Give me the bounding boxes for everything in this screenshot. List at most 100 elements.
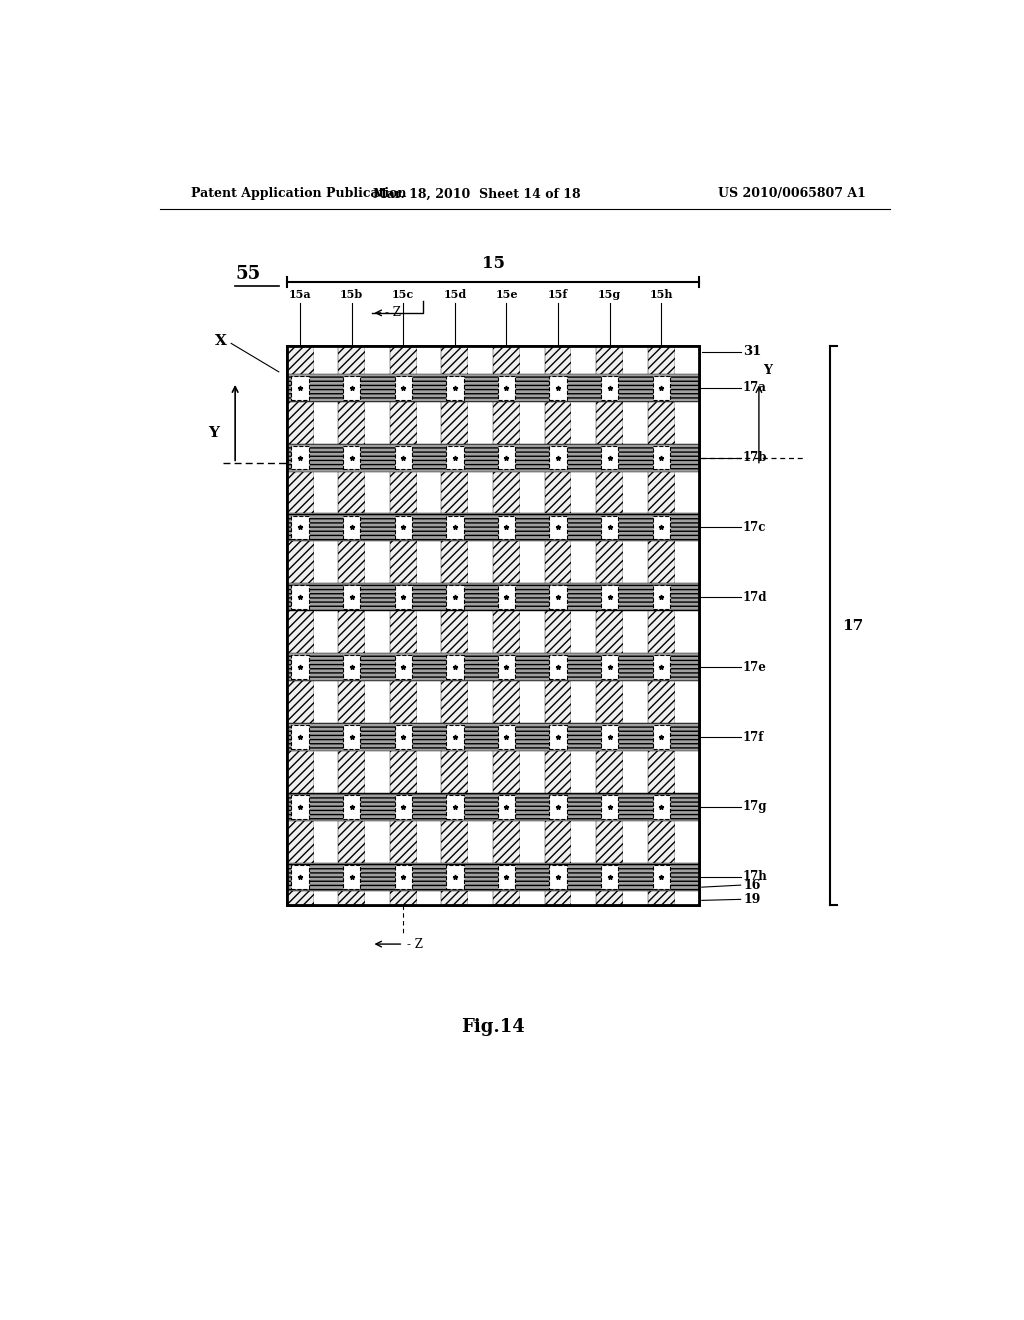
Bar <box>394 865 412 888</box>
Bar <box>601 376 618 400</box>
Bar <box>287 653 699 681</box>
Bar <box>601 516 618 540</box>
Bar <box>394 655 412 678</box>
Bar <box>343 446 360 470</box>
Bar <box>446 446 464 470</box>
Bar <box>498 865 515 888</box>
Text: 15e: 15e <box>496 289 518 300</box>
Bar <box>287 346 699 906</box>
Bar <box>343 655 360 678</box>
Bar <box>571 346 596 906</box>
Bar <box>390 346 417 906</box>
Text: Y: Y <box>763 364 772 378</box>
Bar <box>601 446 618 470</box>
Text: 17e: 17e <box>743 661 767 673</box>
Bar <box>446 655 464 678</box>
Text: 17b: 17b <box>743 451 768 465</box>
Text: 15c: 15c <box>392 289 415 300</box>
Bar <box>601 725 618 748</box>
Bar <box>498 376 515 400</box>
Bar <box>601 585 618 609</box>
Text: - Z: - Z <box>408 937 423 950</box>
Bar <box>394 516 412 540</box>
Bar <box>498 655 515 678</box>
Bar <box>498 516 515 540</box>
Bar <box>292 725 309 748</box>
Bar <box>446 865 464 888</box>
Text: 17: 17 <box>842 619 863 634</box>
Bar <box>343 376 360 400</box>
Bar <box>652 725 670 748</box>
Bar <box>549 725 566 748</box>
Bar <box>343 725 360 748</box>
Bar <box>601 655 618 678</box>
Bar <box>494 346 520 906</box>
Text: 17a: 17a <box>743 381 767 395</box>
Text: 15b: 15b <box>340 289 364 300</box>
Bar <box>648 346 675 906</box>
Text: 31: 31 <box>743 345 762 358</box>
Bar <box>292 585 309 609</box>
Bar <box>520 346 545 906</box>
Bar <box>343 585 360 609</box>
Text: 16: 16 <box>743 879 761 891</box>
Text: 15f: 15f <box>548 289 568 300</box>
Bar <box>549 655 566 678</box>
Bar <box>287 444 699 471</box>
Text: 15a: 15a <box>289 289 311 300</box>
Bar <box>549 865 566 888</box>
Text: Fig.14: Fig.14 <box>461 1019 525 1036</box>
Bar <box>287 513 699 541</box>
Bar <box>652 376 670 400</box>
Bar <box>545 346 571 906</box>
Bar <box>287 723 699 751</box>
Bar <box>549 795 566 818</box>
Text: 15h: 15h <box>649 289 673 300</box>
Text: 15d: 15d <box>443 289 467 300</box>
Bar <box>468 346 494 906</box>
Bar <box>446 725 464 748</box>
Bar <box>343 865 360 888</box>
Text: US 2010/0065807 A1: US 2010/0065807 A1 <box>718 187 866 201</box>
Bar <box>394 585 412 609</box>
Bar <box>394 376 412 400</box>
Bar <box>498 585 515 609</box>
Bar <box>292 516 309 540</box>
Text: 17h: 17h <box>743 870 768 883</box>
Bar <box>292 655 309 678</box>
Bar <box>446 585 464 609</box>
Bar <box>446 795 464 818</box>
Bar <box>549 446 566 470</box>
Bar <box>652 655 670 678</box>
Bar <box>292 865 309 888</box>
Text: X: X <box>215 334 227 348</box>
Bar <box>446 516 464 540</box>
Text: 17g: 17g <box>743 800 768 813</box>
Bar <box>623 346 648 906</box>
Bar <box>287 374 699 401</box>
Text: 17c: 17c <box>743 521 766 533</box>
Bar <box>287 793 699 821</box>
Bar <box>652 795 670 818</box>
Bar <box>417 346 441 906</box>
Bar <box>446 376 464 400</box>
Text: 19: 19 <box>743 892 761 906</box>
Bar <box>596 346 623 906</box>
Bar <box>338 346 366 906</box>
Bar <box>549 585 566 609</box>
Bar <box>675 346 699 906</box>
Bar <box>601 865 618 888</box>
Bar <box>652 865 670 888</box>
Text: 15g: 15g <box>598 289 622 300</box>
Text: 17f: 17f <box>743 730 764 743</box>
Text: Y: Y <box>208 426 219 440</box>
Bar <box>394 446 412 470</box>
Bar <box>652 516 670 540</box>
Text: Patent Application Publication: Patent Application Publication <box>191 187 407 201</box>
Text: 17d: 17d <box>743 591 768 603</box>
Bar <box>287 346 313 906</box>
Bar <box>366 346 390 906</box>
Bar <box>652 446 670 470</box>
Bar <box>292 446 309 470</box>
Text: 55: 55 <box>236 265 260 284</box>
